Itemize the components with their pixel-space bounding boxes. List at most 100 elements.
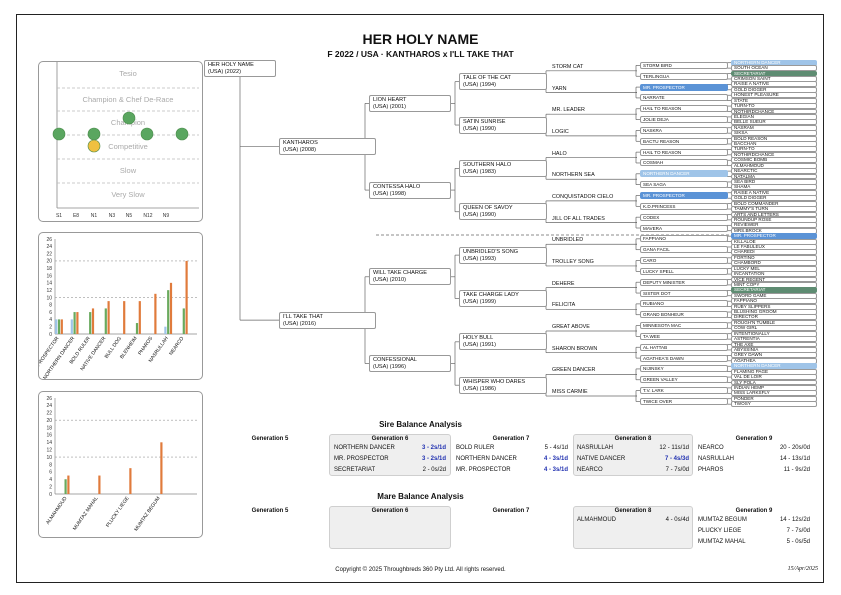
horse-name: FAPPIANO: [643, 236, 666, 242]
gen5-horse: TA WEE: [640, 332, 728, 340]
mare-gen5-label: Generation 5: [251, 508, 289, 514]
subject-horse: HER HOLY NAME (USA) (2022): [204, 59, 276, 77]
bar-y-tick: 2: [49, 484, 52, 490]
balance-horse: SECRETARIAT: [334, 467, 376, 473]
horse-detail: (USA) (1994): [463, 82, 496, 89]
rating-point: [175, 127, 189, 141]
bar-y-tick: 0: [49, 492, 52, 498]
horse-name: SISTER DOT: [643, 290, 671, 296]
gen6-horse: DIRECTOR: [731, 314, 817, 321]
balance-value: 7 - 7s/0d: [665, 467, 689, 473]
gen6-horse: GOLD DIGGER: [731, 195, 817, 202]
gen6-horse: FAPPIANO: [731, 298, 817, 305]
bar: [64, 479, 67, 494]
gen6-horse: LUCKY MEL: [731, 265, 817, 272]
gen6-horse: INDIAN HEMP: [731, 384, 817, 391]
bar: [73, 312, 76, 334]
gen4-horse: SHARON BROWN: [552, 345, 598, 352]
gen6-horse: KILLALOE: [731, 238, 817, 245]
bar-y-tick: 10: [46, 295, 52, 301]
rating-x-label: N12: [143, 213, 152, 219]
horse-name: AL HATTAB: [643, 344, 668, 350]
horse-name: MRS.BROCK: [734, 227, 762, 233]
gen6-horse: CHAMBORD: [731, 260, 817, 267]
horse-name: GREY DAWN: [734, 352, 763, 358]
horse-name: HOLY BULL: [463, 335, 494, 342]
gen5-horse: SEA SAGA: [640, 181, 728, 189]
horse-name: NORTHERN DANCER: [643, 171, 690, 177]
gen5-horse: NASKRA: [640, 126, 728, 134]
copyright: Copyright © 2025 Throughbreds 360 Pty Lt…: [335, 567, 506, 573]
gen5-horse: BACTU REASON: [640, 137, 728, 145]
bar-y-tick: 22: [46, 411, 52, 417]
balance-value: 14 - 13s/1d: [779, 456, 810, 462]
horse-name: THE AXE: [734, 341, 754, 347]
gen5-horse: GREEN VALLEY: [640, 376, 728, 384]
gen5-horse: TERLINGUA: [640, 72, 728, 80]
balance-value: 3 - 2s/1d: [421, 456, 446, 462]
horse-name: MR. PROSPECTOR: [643, 84, 685, 90]
gen6-horse: VICE REGENT: [731, 276, 817, 283]
gen2-horse: CONTESSA HALO (USA) (1998): [369, 181, 451, 199]
gen5-horse: GANA FACIL: [640, 246, 728, 254]
horse-name: VAL DE LOIR: [734, 374, 762, 380]
gen5-horse: DEPUTY MINISTER: [640, 278, 728, 286]
gen6-horse: MRS.BROCK: [731, 227, 817, 234]
gen6-horse: TURN-TO: [731, 146, 817, 153]
horse-name: COSMIC BOMB: [734, 157, 768, 163]
gen5-horse: COSMAH: [640, 159, 728, 167]
bar: [89, 312, 92, 334]
bar-y-tick: 12: [46, 288, 52, 294]
bar-y-tick: 20: [46, 418, 52, 424]
gen5-horse: FAPPIANO: [640, 235, 728, 243]
gen5-horse: SISTER DOT: [640, 289, 728, 297]
horse-name: BELLE SUEUR: [734, 119, 766, 125]
horse-name: ROUGH'N TUMBLE: [734, 319, 776, 325]
horse-name: MR. PROSPECTOR: [734, 233, 776, 239]
horse-name: INCANTATION: [734, 271, 765, 277]
balance-value: 7 - 7s/0d: [786, 528, 810, 534]
rating-x-label: N9: [163, 213, 170, 219]
balance-horse: MR. PROSPECTOR: [334, 456, 389, 462]
horse-name: STATE: [734, 97, 749, 103]
bar: [107, 301, 110, 334]
bar-y-tick: 22: [46, 251, 52, 257]
gen4-horse: NORTHERN SEA: [552, 172, 595, 179]
bar: [98, 475, 101, 494]
bar-y-tick: 16: [46, 433, 52, 439]
balance-value: 12 - 11s/1d: [659, 445, 689, 451]
horse-name: KANTHAROS: [283, 140, 318, 147]
gen6-horse: BOLD COMMANDER: [731, 200, 817, 207]
horse-name: TALE OF THE CAT: [463, 75, 511, 82]
sire-bar-panel: 02468101214161820222426MR. PROSPECTORNOR…: [38, 232, 203, 380]
page-subtitle: F 2022 / USA · KANTHAROS x I'LL TAKE THA…: [327, 49, 514, 59]
horse-detail: (USA) (2016): [283, 320, 316, 327]
balance-value: 14 - 12s/2d: [779, 517, 810, 523]
horse-name: ARTS AND LETTERS: [734, 211, 779, 217]
rating-point: [87, 139, 101, 153]
horse-name: QUEEN OF SAVOY: [463, 205, 513, 212]
gen4-horse: LOGIC: [552, 128, 569, 135]
horse-name: COW GIRL: [734, 325, 758, 331]
gen6-horse: AGATHEA: [731, 357, 817, 364]
horse-detail: (USA) (1999): [463, 298, 496, 305]
gen6-horse: MR. PROSPECTOR: [731, 233, 817, 240]
gen4-horse: STORM CAT: [552, 63, 584, 70]
bar: [154, 293, 157, 334]
balance-value: 11 - 9s/2d: [783, 467, 810, 473]
bar: [104, 308, 107, 334]
bar: [169, 282, 173, 334]
horse-detail: (USA) (2008): [283, 147, 316, 154]
horse-name: NASKRA: [643, 127, 662, 133]
rating-x-label: N1: [91, 213, 98, 219]
horse-name: CONFESSIONAL: [373, 357, 417, 363]
bar: [91, 308, 95, 334]
balance-horse: MR. PROSPECTOR: [456, 467, 511, 473]
bar: [182, 308, 185, 334]
bar: [123, 301, 126, 334]
gen6-horse: MINT COPY: [731, 281, 817, 288]
horse-name: RAISE A NATIVE: [734, 189, 770, 195]
bar: [160, 442, 163, 494]
horse-name: CRIMSON SAINT: [734, 76, 771, 81]
gen6-horse: BLUSHING GROOM: [731, 309, 817, 315]
